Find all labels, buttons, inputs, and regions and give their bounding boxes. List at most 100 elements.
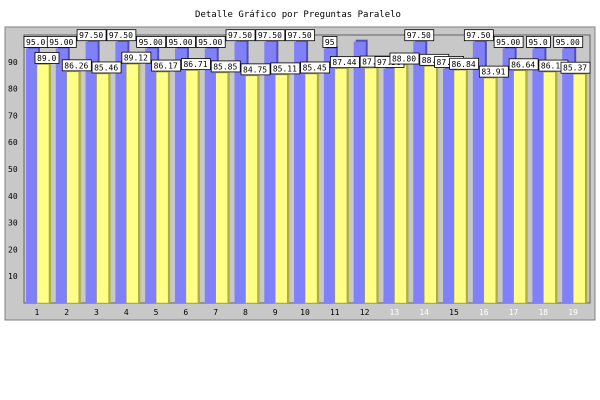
- bar-series-1: [502, 48, 515, 304]
- bar-series-2: [334, 68, 348, 304]
- x-tick-label: 4: [124, 308, 129, 317]
- svg-text:86.16: 86.16: [541, 62, 565, 71]
- bar-series-2: [543, 71, 556, 304]
- data-label-series-1: 97.50: [255, 29, 286, 42]
- bar-series-2: [245, 75, 258, 304]
- svg-text:95.00: 95.00: [496, 38, 520, 47]
- y-tick-label: 80: [8, 85, 18, 94]
- svg-text:95.00: 95.00: [168, 38, 192, 47]
- svg-text:97.50: 97.50: [407, 31, 431, 40]
- bar-series-2: [394, 64, 407, 304]
- svg-text:97.50: 97.50: [109, 31, 133, 40]
- svg-text:88.31: 88.31: [422, 56, 446, 65]
- data-label-series-2: 86.26: [61, 59, 92, 72]
- x-tick-label: 19: [568, 308, 578, 317]
- bar-series-2: [275, 74, 288, 304]
- svg-text:86.64: 86.64: [511, 60, 535, 69]
- y-axis: 10 20 30 40 50 60 70 80 90: [8, 58, 18, 281]
- svg-text:97.50: 97.50: [288, 31, 312, 40]
- svg-text:97.50: 97.50: [228, 31, 252, 40]
- data-label-series-1: 97.50: [106, 29, 137, 42]
- data-label-series-2: 89.12: [121, 51, 152, 64]
- x-tick-label: 3: [94, 308, 99, 317]
- data-label-series-2: 88.80: [389, 52, 420, 65]
- data-label-series-2: 85.46: [91, 61, 122, 74]
- x-tick-label: 15: [449, 308, 459, 317]
- x-tick-label: 7: [213, 308, 218, 317]
- bar-series-1: [234, 41, 247, 303]
- bar-series-2: [96, 73, 109, 304]
- data-label-series-2: 86.17: [151, 59, 182, 72]
- data-label-series-2: 85.11: [270, 62, 301, 75]
- bar-series-1: [145, 48, 158, 304]
- svg-text:89.12: 89.12: [124, 54, 148, 63]
- svg-text:87.65: 87.65: [362, 58, 386, 67]
- svg-text:95.00: 95.00: [49, 38, 73, 47]
- bar-series-2: [483, 77, 497, 304]
- x-tick-label: 2: [64, 308, 69, 317]
- x-tick-label: 13: [390, 308, 400, 317]
- data-label-series-1: 97.50: [285, 29, 316, 42]
- bar-series-1: [115, 41, 128, 303]
- bar-series-1: [562, 48, 575, 304]
- y-tick-label: 20: [8, 245, 18, 254]
- data-label-series-2: 84.75: [240, 63, 271, 76]
- x-tick-label: 17: [509, 308, 519, 317]
- data-label-series-1: 95.0: [23, 36, 49, 48]
- data-label-series-1: 97.50: [225, 29, 256, 42]
- data-label-series-1: 95.00: [195, 36, 226, 48]
- bar-series-2: [424, 66, 437, 304]
- bar-series-1: [323, 48, 336, 304]
- svg-text:87.44: 87.44: [332, 58, 356, 67]
- bar-series-2: [572, 73, 586, 304]
- x-tick-label: 11: [330, 308, 340, 317]
- bars: [26, 39, 588, 304]
- x-tick-label: 16: [479, 308, 489, 317]
- data-label-series-2: 86.84: [449, 57, 479, 70]
- bar-series-1: [294, 41, 307, 303]
- svg-text:85.46: 85.46: [94, 63, 118, 72]
- svg-text:84.75: 84.75: [243, 65, 267, 74]
- bar-series-1: [204, 48, 217, 304]
- data-label-series-2: 85.85: [210, 60, 241, 73]
- x-tick-label: 12: [360, 308, 370, 317]
- svg-text:95.00: 95.00: [198, 38, 222, 47]
- bar-series-1: [264, 41, 277, 303]
- bar-series-2: [126, 63, 139, 304]
- bar-series-2: [155, 71, 169, 304]
- data-label-series-1: 97.50: [404, 29, 435, 42]
- bar-series-1: [26, 48, 38, 304]
- x-tick-label: 1: [34, 308, 39, 317]
- y-tick-label: 90: [8, 58, 18, 67]
- x-tick-label: 10: [300, 308, 310, 317]
- x-tick-label: 14: [419, 308, 429, 317]
- bar-series-1: [413, 41, 426, 303]
- x-axis: 1 2 3 4 5 6 7 8 9 10 11 12 13 14 15 16 17 18 19: [34, 308, 578, 317]
- bar-series-1: [85, 41, 98, 303]
- data-label-series-2: 86.64: [508, 58, 539, 71]
- data-label-series-2: 86.71: [181, 58, 211, 71]
- bar-series-2: [453, 70, 467, 304]
- svg-text:85.37: 85.37: [563, 64, 587, 73]
- data-label-series-1: 97.50: [76, 29, 107, 42]
- bar-series-1: [174, 48, 187, 304]
- x-tick-label: 18: [538, 308, 548, 317]
- svg-text:85.11: 85.11: [273, 64, 297, 73]
- bar-series-1: [353, 41, 366, 303]
- svg-text:95.00: 95.00: [556, 38, 580, 47]
- svg-text:86.84: 86.84: [452, 60, 476, 69]
- bar-series-2: [185, 70, 199, 304]
- svg-text:86.71: 86.71: [183, 60, 207, 69]
- svg-text:85.85: 85.85: [213, 62, 237, 71]
- svg-text:95.00: 95.00: [139, 38, 163, 47]
- bar-series-1: [472, 41, 485, 303]
- x-tick-label: 6: [183, 308, 188, 317]
- chart-title: Detalle Gráfico por Preguntas Paralelo: [195, 10, 401, 20]
- data-label-series-2: 85.37: [560, 61, 591, 74]
- bar-series-2: [304, 73, 318, 304]
- bar-series-2: [36, 64, 50, 304]
- bar-series-2: [364, 67, 377, 304]
- x-tick-label: 9: [273, 308, 278, 317]
- svg-text:95.0: 95.0: [26, 38, 45, 47]
- svg-text:83.91: 83.91: [481, 68, 505, 77]
